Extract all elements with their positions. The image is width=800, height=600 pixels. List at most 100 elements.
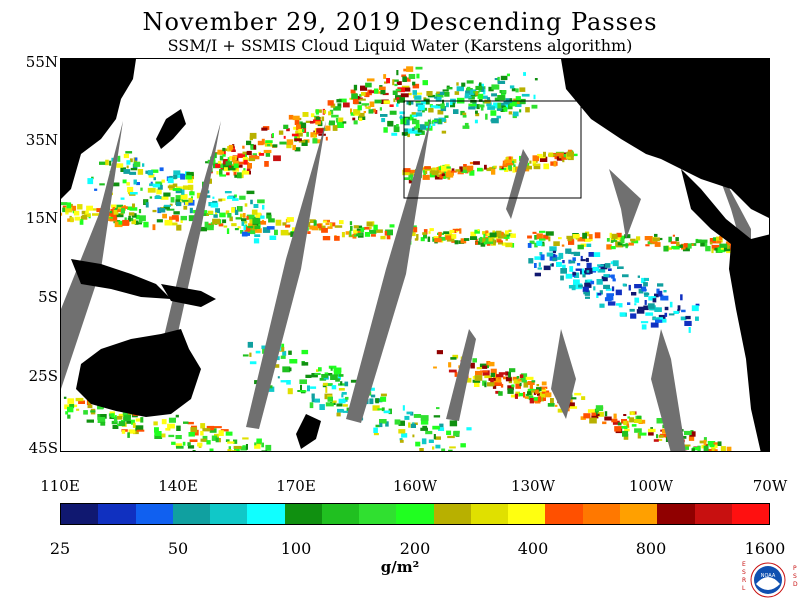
cloud-cell (534, 78, 538, 81)
cloud-cell (233, 163, 239, 168)
cloud-cell (243, 225, 246, 231)
cloud-cell (662, 428, 667, 434)
cloud-cell (334, 225, 343, 228)
cloud-cell (615, 242, 623, 247)
cloud-cell (528, 258, 534, 264)
cloud-cell (139, 215, 146, 222)
cloud-cell (61, 212, 63, 216)
cloud-cell (380, 396, 387, 402)
cloud-cell (441, 165, 448, 172)
cloud-cell (176, 445, 184, 449)
cloud-cell (311, 393, 315, 399)
cloud-cell (608, 275, 615, 278)
cloud-cell (569, 406, 578, 409)
cloud-cell (459, 166, 463, 172)
cloud-cell (432, 236, 437, 242)
cloud-cell (657, 283, 664, 287)
map-canvas (61, 59, 769, 451)
cloud-cell (714, 247, 720, 251)
cloud-cell (408, 101, 411, 106)
cloud-cell (340, 409, 345, 413)
cloud-cell (717, 441, 722, 446)
cloud-cell (386, 78, 390, 84)
cloud-cell (383, 127, 388, 133)
cloud-cell (360, 85, 368, 91)
cloud-cell (709, 241, 713, 245)
cloud-cell (247, 341, 253, 348)
cloud-cell (227, 213, 232, 218)
cloud-cell (451, 234, 457, 239)
cloud-cell (381, 118, 386, 123)
cloud-cell (527, 235, 532, 239)
cloud-cell (187, 199, 195, 206)
cloud-cell (414, 95, 422, 100)
cloud-cell (605, 288, 612, 291)
cloud-cell (183, 205, 188, 210)
cloud-cell (192, 450, 196, 451)
colorbar (60, 503, 770, 525)
cloud-cell (438, 118, 442, 124)
cloud-cell (511, 88, 516, 92)
cloud-cell (683, 243, 689, 247)
cloud-cell (539, 252, 543, 256)
cloud-cell (653, 439, 659, 442)
cloud-cell (206, 425, 215, 431)
cloud-cell (466, 86, 471, 91)
cloud-cell (369, 229, 377, 234)
cloud-cell (523, 72, 526, 76)
cloud-cell (641, 419, 646, 424)
cloud-cell (533, 397, 541, 401)
cloud-cell (664, 312, 668, 317)
cloud-cell (238, 161, 247, 165)
cloud-cell (673, 310, 679, 314)
cloud-cell (586, 262, 592, 269)
cloud-cell (542, 397, 546, 401)
cloud-cell (413, 126, 418, 130)
cloud-cell (166, 208, 175, 211)
cloud-cell (435, 92, 444, 98)
cloud-cell (439, 174, 447, 179)
cloud-cell (420, 427, 428, 431)
cloud-cell (508, 164, 512, 170)
cloud-cell (435, 444, 441, 449)
cloud-cell (206, 440, 211, 445)
cloud-cell (233, 445, 242, 449)
cloud-cell (695, 303, 700, 307)
cloud-cell (412, 127, 415, 131)
cloud-cell (381, 407, 385, 412)
cloud-cell (637, 415, 642, 422)
cloud-cell (428, 107, 434, 113)
lon-label-70w: 70W (752, 477, 788, 495)
cloud-cell (498, 241, 503, 245)
cloud-cell (77, 204, 83, 210)
cloud-cell (415, 124, 420, 128)
cloud-cell (410, 423, 416, 428)
cloud-cell (415, 112, 423, 117)
cloud-cell (592, 266, 600, 272)
cloud-cell (315, 117, 321, 120)
cloud-cell (507, 388, 514, 394)
cloud-cell (302, 112, 309, 117)
cloud-cell (327, 396, 333, 402)
cloud-cell (126, 165, 129, 169)
cloud-cell (206, 224, 214, 231)
cloud-cell (218, 430, 224, 436)
cloud-cell (461, 82, 466, 87)
cloud-cell (66, 202, 72, 209)
cloud-cell (100, 414, 107, 419)
lon-label-110e: 110E (40, 477, 80, 495)
cloud-cell (210, 202, 219, 208)
cloud-cell (519, 374, 524, 378)
cloud-cell (401, 74, 407, 78)
cloud-cell (488, 237, 493, 242)
cloud-cell (296, 132, 303, 137)
lon-label-140e: 140E (158, 477, 198, 495)
cloud-cell (513, 111, 519, 117)
cloud-cell (111, 420, 118, 425)
cloud-cell (541, 381, 547, 386)
cloud-cell (434, 175, 443, 180)
cloud-cell (582, 286, 589, 293)
cloud-cell (493, 379, 499, 386)
cloud-cell (631, 292, 637, 296)
cloud-cell (135, 425, 144, 431)
